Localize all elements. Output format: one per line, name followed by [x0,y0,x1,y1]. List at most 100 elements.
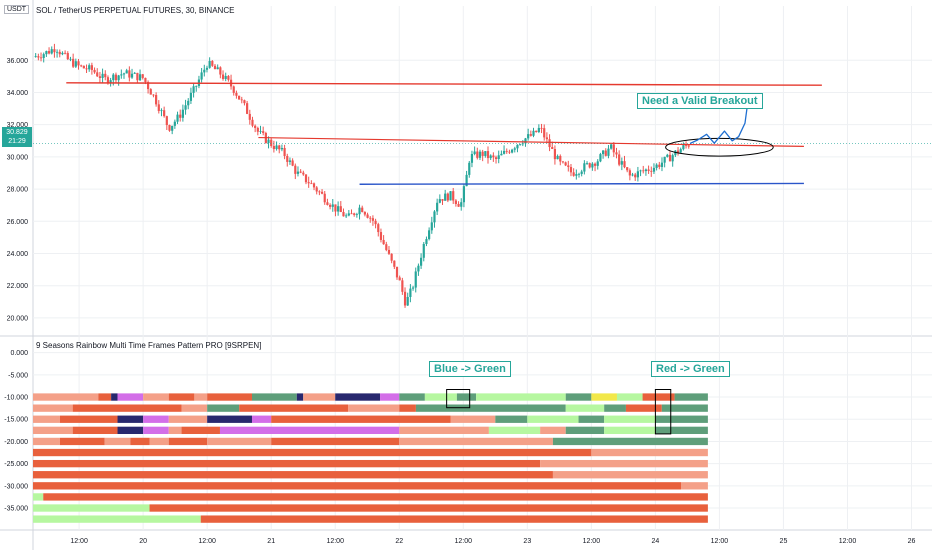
candle-body [34,56,37,58]
heatmap-segment [399,437,553,446]
candle-body [409,288,412,297]
y-tick-label: 34.000 [7,90,29,97]
heatmap-segment [72,404,182,412]
heatmap-segment [181,404,208,412]
candle-body [109,80,112,83]
candle-body [122,73,126,75]
candle-body [668,154,672,162]
candle-body [248,113,251,120]
candle-body [149,89,152,95]
candle-body [138,74,142,81]
candle-body [72,58,75,67]
y-tick-label: 20.000 [7,315,29,322]
candle-body [593,163,597,166]
candle-body [254,125,257,128]
candle-body [465,174,468,187]
y-tick-label: 36.000 [7,58,29,65]
candle-body [37,56,40,58]
heatmap-segment [335,393,381,401]
candle-body [524,138,527,144]
candle-body [548,139,551,148]
chart-title: SOL / TetherUS PERPETUAL FUTURES, 30, BI… [36,6,235,15]
candle-body [163,110,166,117]
candle-body [508,151,511,153]
heatmap-segment [168,393,195,401]
annotation-blue-green: Blue -> Green [429,361,511,377]
pattern-marker-box [654,389,672,435]
heatmap-segment [540,426,566,435]
candle-body [203,69,206,73]
candle-body [532,130,535,136]
heatmap-segment [207,404,240,412]
candle-body [687,145,690,147]
heatmap-segment [456,393,477,401]
heatmap-segment [655,426,708,435]
heatmap-segment [399,426,489,435]
candle-body [296,171,300,174]
candle-body [502,150,506,154]
indicator-tick-label: -25.000 [4,461,28,468]
heatmap-segment [348,404,400,412]
candle-body [644,169,648,172]
candle-body [470,154,474,163]
heatmap-segment [540,459,708,468]
y-tick-label: 32.000 [7,122,29,129]
candle-body [585,163,589,164]
x-tick-label: 12:00 [326,538,344,545]
candle-body [39,57,43,59]
y-tick-label: 30.000 [7,154,29,161]
candle-body [120,74,123,76]
candle-body [334,204,337,212]
rainbow-heatmap [33,393,708,523]
candle-body [519,144,522,146]
heatmap-segment [98,393,112,401]
heatmap-segment [251,415,272,423]
candle-body [583,163,586,172]
candle-body [556,155,559,160]
candle-body [650,170,653,172]
candle-body [615,152,618,155]
heatmap-segment [591,448,708,457]
candle-body [486,151,490,159]
candle-body [189,92,193,101]
candle-body [599,154,602,162]
candle-body [304,174,308,183]
candle-body [462,186,466,203]
candle-body [639,170,642,172]
indicator-tick-label: -35.000 [4,506,28,513]
resistance-line-lower [258,136,804,148]
candle-body [478,151,482,158]
heatmap-segment [450,415,496,423]
heatmap-segment [625,404,662,412]
candle-body [575,174,578,176]
candle-body [310,183,313,185]
candle-body [682,145,685,150]
candle-body [74,61,77,67]
candle-body [618,154,621,165]
candle-body [449,191,452,201]
candle-body [591,163,594,168]
heatmap-segment [207,437,272,446]
heatmap-segment [111,393,118,401]
candle-body [315,187,318,192]
candle-body [572,172,575,176]
candle-body [636,171,639,178]
heatmap-segment [72,426,118,435]
candle-body [141,74,144,78]
candle-body [288,160,292,162]
candle-body [596,161,599,166]
candle-body [395,266,399,278]
heatmap-segment [424,393,457,401]
candle-body [200,72,203,80]
candle-body [631,174,634,176]
candle-body [379,232,383,240]
candle-body [232,86,235,93]
candle-body [419,257,423,266]
candle-body [347,213,350,216]
candle-body [505,150,508,152]
heatmap-segment [207,393,252,401]
candle-body [401,280,404,292]
candle-body [436,202,439,212]
heatmap-segment [33,493,44,501]
